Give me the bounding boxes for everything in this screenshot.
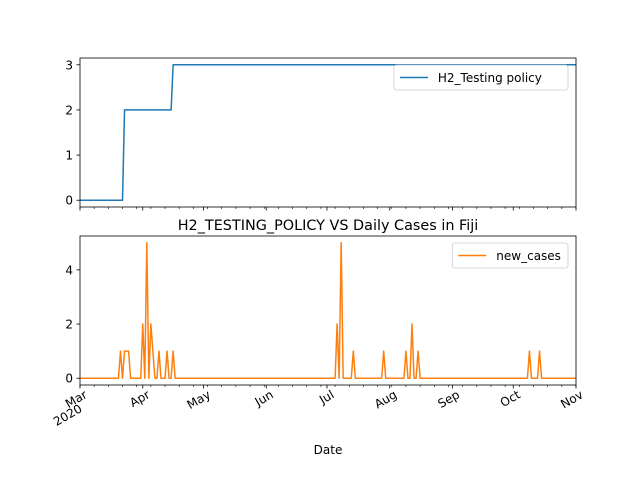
legend-label: new_cases <box>496 249 561 263</box>
axes-frame-2 <box>79 235 577 386</box>
axes-frame-1 <box>79 57 577 208</box>
y-tick-label: 2 <box>65 103 73 117</box>
y-tick-label: 0 <box>65 194 73 208</box>
x-tick-label: Jul <box>316 387 336 407</box>
x-axis-label: Date <box>314 443 343 457</box>
y-tick-label: 0 <box>65 372 73 386</box>
legend-box-2 <box>451 242 569 269</box>
series-line-1-1 <box>80 64 576 201</box>
y-tick-label: 4 <box>65 263 73 277</box>
chart-panel-1: 0 1 2 3 H2_Testing policy <box>65 57 577 211</box>
y-tick-label: 2 <box>65 318 73 332</box>
chart-title: H2_TESTING_POLICY VS Daily Cases in Fiji <box>178 218 479 234</box>
legend-label: H2_Testing policy <box>438 71 542 85</box>
legend-box-1 <box>393 64 569 91</box>
series-line-2-1 <box>80 242 576 379</box>
y-tick-label: 3 <box>65 58 73 72</box>
y-tick-label: 1 <box>65 149 73 163</box>
